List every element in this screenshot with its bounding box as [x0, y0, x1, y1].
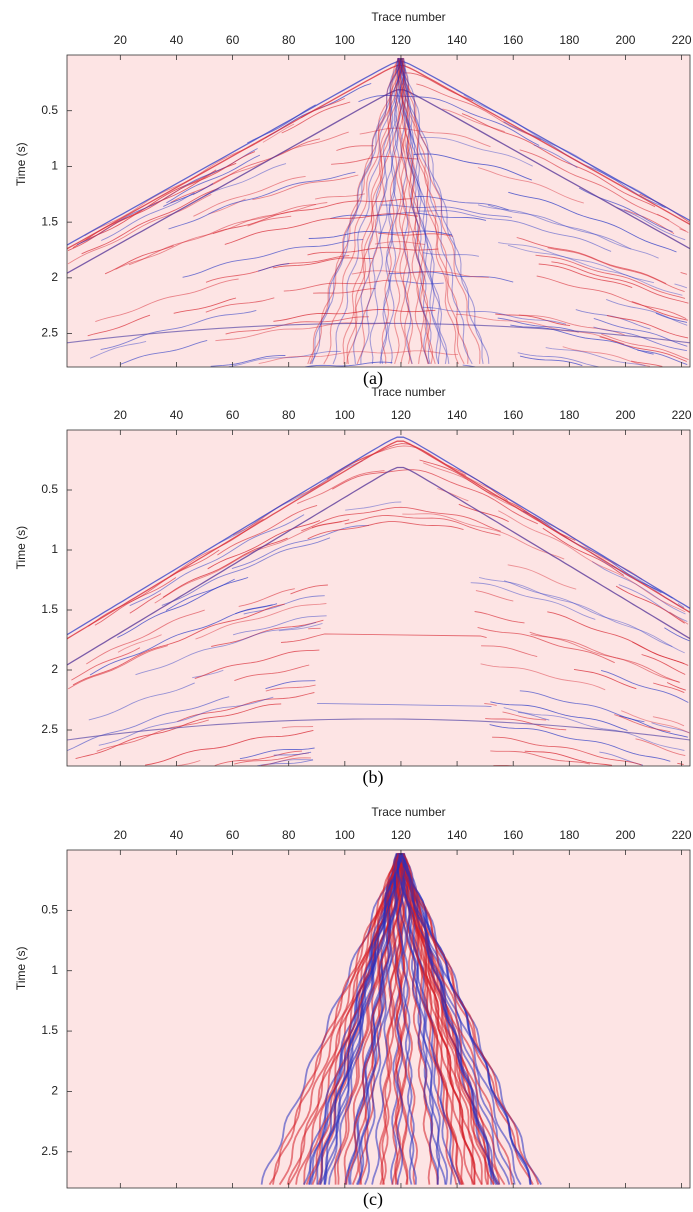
x-tick-label: 200 [615, 408, 635, 422]
seismic-image [67, 55, 690, 367]
seismic-image [67, 430, 690, 766]
x-tick-label: 160 [503, 828, 523, 842]
x-tick-label: 40 [170, 828, 184, 842]
x-tick-label: 180 [559, 828, 579, 842]
x-tick-label: 20 [114, 828, 128, 842]
x-tick-label: 60 [226, 33, 240, 47]
plot-frame [66, 849, 691, 1189]
x-tick-label: 180 [559, 33, 579, 47]
x-axis-title: Trace number [371, 805, 445, 819]
x-tick-label: 180 [559, 408, 579, 422]
y-tick-label: 1 [51, 963, 58, 977]
y-axis-title: Time (s) [14, 526, 28, 570]
y-tick-label: 1.5 [41, 1023, 58, 1037]
caption: (b) [363, 767, 384, 788]
x-tick-label: 220 [672, 33, 692, 47]
y-tick-label: 2 [51, 662, 58, 676]
x-tick-label: 20 [114, 408, 128, 422]
x-tick-label: 80 [282, 408, 296, 422]
y-axis-title: Time (s) [14, 142, 28, 186]
x-tick-label: 80 [282, 33, 296, 47]
x-tick-label: 140 [447, 33, 467, 47]
x-tick-label: 20 [114, 33, 128, 47]
x-tick-label: 120 [391, 828, 411, 842]
x-tick-label: 40 [170, 408, 184, 422]
x-tick-label: 200 [615, 828, 635, 842]
x-tick-label: 140 [447, 408, 467, 422]
y-tick-label: 1.5 [41, 602, 58, 616]
x-tick-label: 160 [503, 33, 523, 47]
y-tick-label: 2.5 [41, 1144, 58, 1158]
y-tick-label: 2.5 [41, 326, 58, 340]
y-tick-label: 1.5 [41, 214, 58, 228]
x-tick-label: 220 [672, 828, 692, 842]
x-tick-label: 60 [226, 408, 240, 422]
y-tick-label: 1 [51, 159, 58, 173]
y-axis-title: Time (s) [14, 947, 28, 991]
x-tick-label: 220 [672, 408, 692, 422]
y-tick-label: 0.5 [41, 482, 58, 496]
image-background [67, 430, 690, 766]
x-tick-label: 40 [170, 33, 184, 47]
x-axis-title: Trace number [371, 10, 445, 24]
caption: (a) [363, 368, 383, 389]
y-tick-label: 2 [51, 270, 58, 284]
x-tick-label: 80 [282, 828, 296, 842]
plot-frame [66, 54, 691, 368]
y-tick-label: 0.5 [41, 903, 58, 917]
x-tick-label: 100 [335, 828, 355, 842]
x-tick-label: 140 [447, 828, 467, 842]
image-background [67, 55, 690, 367]
x-tick-label: 60 [226, 828, 240, 842]
x-tick-label: 100 [335, 33, 355, 47]
plot-frame [66, 429, 691, 767]
x-tick-label: 200 [615, 33, 635, 47]
x-tick-label: 100 [335, 408, 355, 422]
y-tick-label: 2 [51, 1084, 58, 1098]
seismic-image [67, 850, 690, 1188]
x-axis-title: Trace number [371, 385, 445, 399]
x-tick-label: 120 [391, 408, 411, 422]
y-tick-label: 0.5 [41, 103, 58, 117]
caption: (c) [363, 1189, 383, 1210]
x-tick-label: 160 [503, 408, 523, 422]
y-tick-label: 2.5 [41, 722, 58, 736]
y-tick-label: 1 [51, 542, 58, 556]
x-tick-label: 120 [391, 33, 411, 47]
